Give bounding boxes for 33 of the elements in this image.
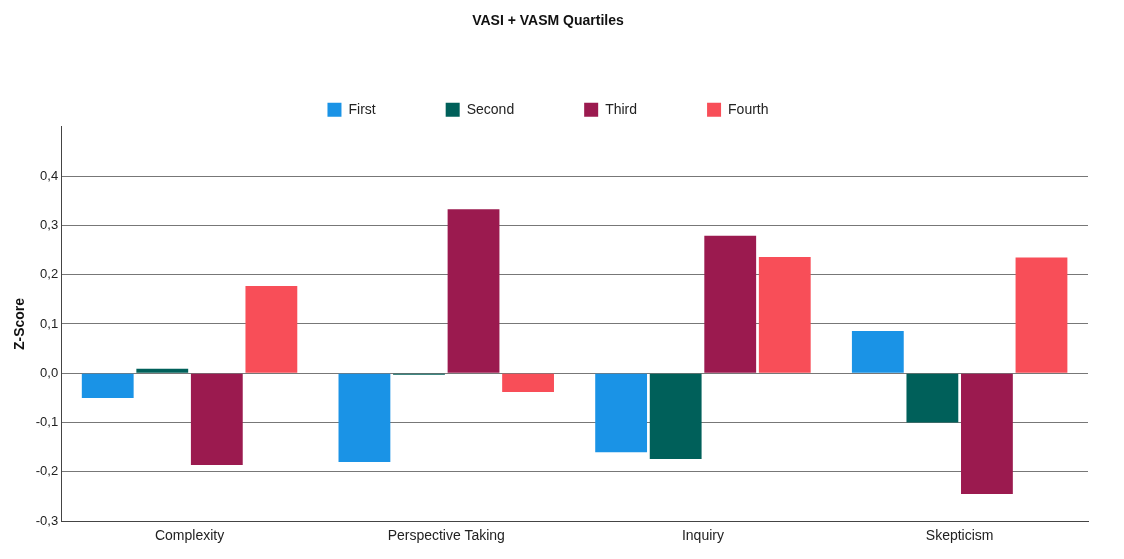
bar <box>190 373 243 465</box>
bar <box>961 373 1013 495</box>
bar <box>851 330 904 373</box>
legend-label: Fourth <box>728 100 769 117</box>
x-tick-label: Complexity <box>154 527 225 544</box>
bar <box>1015 257 1068 373</box>
x-tick-label: Skepticism <box>925 527 994 544</box>
y-tick-label: 0,3 <box>40 216 59 232</box>
bar <box>81 373 134 398</box>
bar <box>704 235 757 373</box>
bar <box>595 373 648 453</box>
y-tick-label: 0,0 <box>40 364 59 380</box>
y-tick-label: -0,2 <box>35 463 59 479</box>
y-tick-label: 0,4 <box>40 167 59 183</box>
y-tick-label: 0,1 <box>40 315 59 331</box>
legend-label: Third <box>605 100 638 117</box>
y-axis-title: Z-Score <box>11 297 28 351</box>
bar <box>447 209 500 373</box>
y-tick-label: -0,1 <box>35 414 59 430</box>
bar <box>758 256 811 373</box>
bar <box>906 373 959 423</box>
legend-label: Second <box>466 100 515 117</box>
y-tick-label: 0,2 <box>40 266 59 282</box>
x-tick-label: Inquiry <box>681 527 724 544</box>
legend-label: First <box>348 100 376 117</box>
x-tick-label: Perspective Taking <box>387 527 505 544</box>
y-tick-label: -0,3 <box>35 512 59 528</box>
bar <box>502 373 554 393</box>
bar <box>649 373 702 460</box>
bar <box>245 286 298 373</box>
bar <box>338 373 391 463</box>
legend-title: VASI + VASM Quartiles <box>472 11 624 28</box>
bar <box>136 368 189 373</box>
